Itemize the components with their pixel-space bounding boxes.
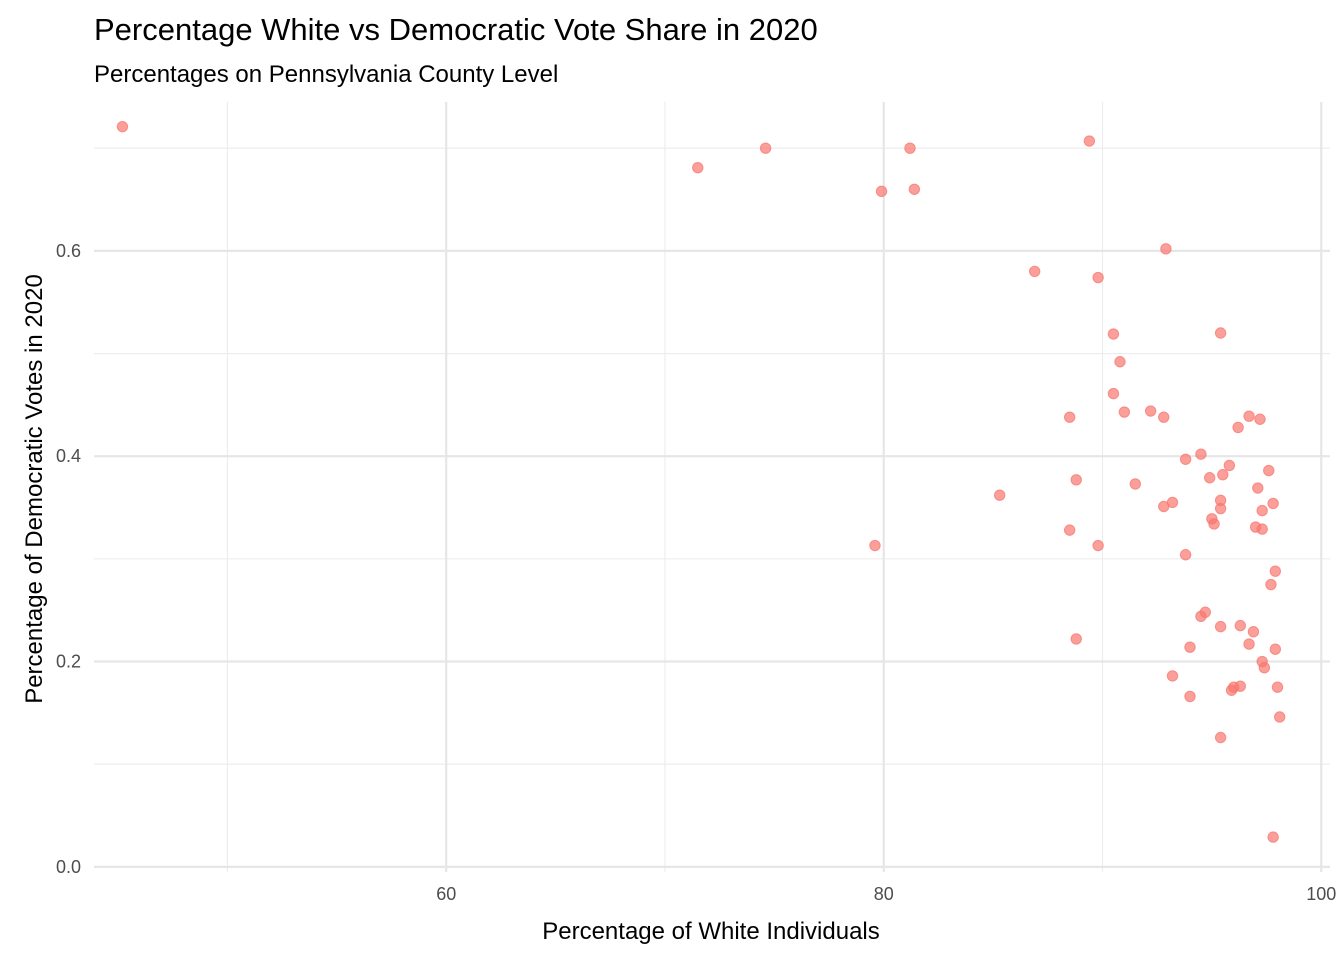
data-point bbox=[1203, 472, 1216, 484]
data-point bbox=[1179, 453, 1192, 465]
x-tick-label: 80 bbox=[874, 884, 894, 904]
chart-title: Percentage White vs Democratic Vote Shar… bbox=[94, 12, 818, 47]
data-point bbox=[1166, 670, 1179, 682]
data-point bbox=[1070, 474, 1082, 486]
data-point bbox=[1223, 459, 1236, 472]
data-point bbox=[1265, 578, 1277, 591]
y-tick-label: 0.6 bbox=[56, 241, 81, 261]
data-point bbox=[1234, 680, 1247, 692]
data-point bbox=[1214, 502, 1227, 515]
x-axis-ticks: 60 80 100 bbox=[436, 884, 1336, 904]
data-point bbox=[1263, 464, 1275, 477]
y-axis-title: Percentage of Democratic Votes in 2020 bbox=[21, 274, 48, 704]
data-point bbox=[1092, 271, 1104, 284]
data-point bbox=[1252, 482, 1264, 494]
data-point bbox=[1184, 690, 1196, 703]
data-point bbox=[1107, 387, 1120, 400]
y-axis-ticks: 0.0 0.2 0.4 0.6 bbox=[56, 241, 81, 877]
data-point bbox=[1269, 643, 1282, 655]
data-point bbox=[1158, 411, 1170, 423]
y-tick-label: 0.4 bbox=[56, 446, 81, 466]
data-point bbox=[1214, 731, 1227, 744]
data-point bbox=[1214, 327, 1227, 339]
x-tick-label: 60 bbox=[436, 884, 456, 904]
x-axis-title: Percentage of White Individuals bbox=[542, 918, 880, 945]
data-point bbox=[904, 142, 916, 154]
data-point bbox=[1247, 626, 1260, 638]
y-tick-label: 0.2 bbox=[56, 652, 81, 672]
major-gridlines bbox=[94, 102, 1330, 872]
data-point bbox=[869, 539, 881, 552]
data-point bbox=[692, 162, 704, 174]
data-point bbox=[1118, 406, 1131, 418]
data-point bbox=[1271, 681, 1284, 693]
data-point bbox=[1144, 405, 1157, 417]
data-point bbox=[1063, 524, 1076, 536]
data-point bbox=[1063, 411, 1076, 423]
data-point bbox=[1092, 539, 1104, 552]
data-point bbox=[1256, 504, 1268, 517]
data-point bbox=[1243, 410, 1255, 422]
data-point bbox=[1217, 468, 1229, 481]
data-point bbox=[116, 120, 129, 133]
data-point bbox=[1070, 633, 1082, 645]
data-points bbox=[116, 120, 1286, 843]
data-point bbox=[1184, 641, 1196, 653]
data-point bbox=[1267, 831, 1279, 843]
data-point bbox=[1258, 661, 1271, 674]
chart-subtitle: Percentages on Pennsylvania County Level bbox=[94, 61, 558, 88]
x-tick-label: 100 bbox=[1306, 884, 1336, 904]
data-point bbox=[1214, 620, 1227, 633]
y-tick-label: 0.0 bbox=[56, 857, 81, 877]
data-point bbox=[1179, 549, 1192, 561]
data-point bbox=[1107, 328, 1120, 340]
data-point bbox=[1129, 478, 1142, 490]
data-point bbox=[1256, 523, 1268, 535]
data-point bbox=[1083, 135, 1096, 147]
data-point bbox=[1195, 448, 1207, 460]
data-point bbox=[1273, 711, 1286, 723]
data-point bbox=[759, 142, 772, 154]
minor-gridlines bbox=[94, 102, 1330, 872]
data-point bbox=[1166, 496, 1179, 509]
data-point bbox=[1199, 606, 1212, 618]
data-point bbox=[1114, 356, 1126, 368]
data-point bbox=[1234, 619, 1247, 632]
data-point bbox=[1028, 265, 1041, 278]
data-point bbox=[993, 489, 1006, 501]
data-point bbox=[1208, 518, 1220, 530]
data-point bbox=[1269, 565, 1282, 577]
data-point bbox=[1267, 497, 1279, 510]
data-point bbox=[1160, 243, 1172, 255]
data-point bbox=[908, 183, 921, 195]
data-point bbox=[1254, 413, 1266, 425]
data-point bbox=[1232, 421, 1244, 434]
data-point bbox=[875, 185, 888, 198]
data-point bbox=[1243, 638, 1255, 650]
